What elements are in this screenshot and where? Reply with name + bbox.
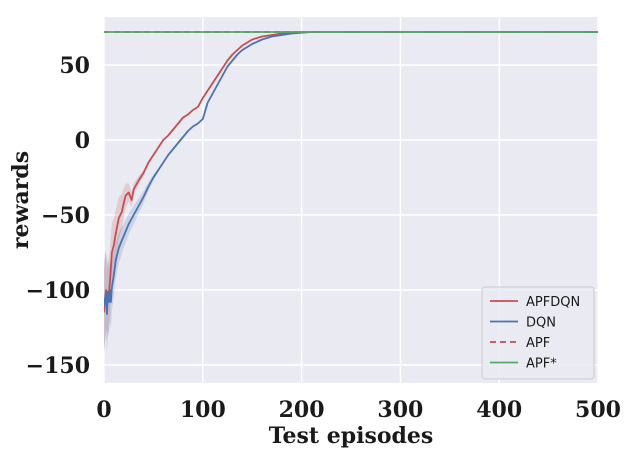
apfdqn-line bbox=[104, 31, 598, 313]
legend-box bbox=[481, 286, 595, 380]
x-tick-label: 400 bbox=[476, 397, 522, 423]
x-tick-label: 100 bbox=[180, 397, 226, 423]
x-tick-label: 200 bbox=[279, 397, 325, 423]
y-tick-label: 0 bbox=[75, 128, 90, 154]
legend-label-apf: APF* bbox=[526, 357, 557, 372]
y-tick-label: −150 bbox=[26, 353, 90, 379]
x-tick-label: 300 bbox=[377, 397, 423, 423]
x-axis-label: Test episodes bbox=[269, 423, 434, 449]
y-tick-label: −100 bbox=[26, 278, 90, 304]
series-lines bbox=[104, 31, 598, 315]
x-tick-label: 500 bbox=[575, 397, 621, 423]
legend-label-dqn: DQN bbox=[526, 316, 556, 331]
x-tick-label: 0 bbox=[96, 397, 111, 423]
legend-label-apf: APF bbox=[526, 336, 550, 351]
y-tick-label: 50 bbox=[59, 53, 90, 79]
legend: APFDQN DQN APF APF* bbox=[481, 286, 595, 380]
dqn-line bbox=[104, 31, 598, 315]
legend-label-apfdqn: APFDQN bbox=[526, 295, 580, 310]
y-axis-label: rewards bbox=[8, 151, 34, 249]
y-tick-label: −50 bbox=[41, 203, 90, 229]
